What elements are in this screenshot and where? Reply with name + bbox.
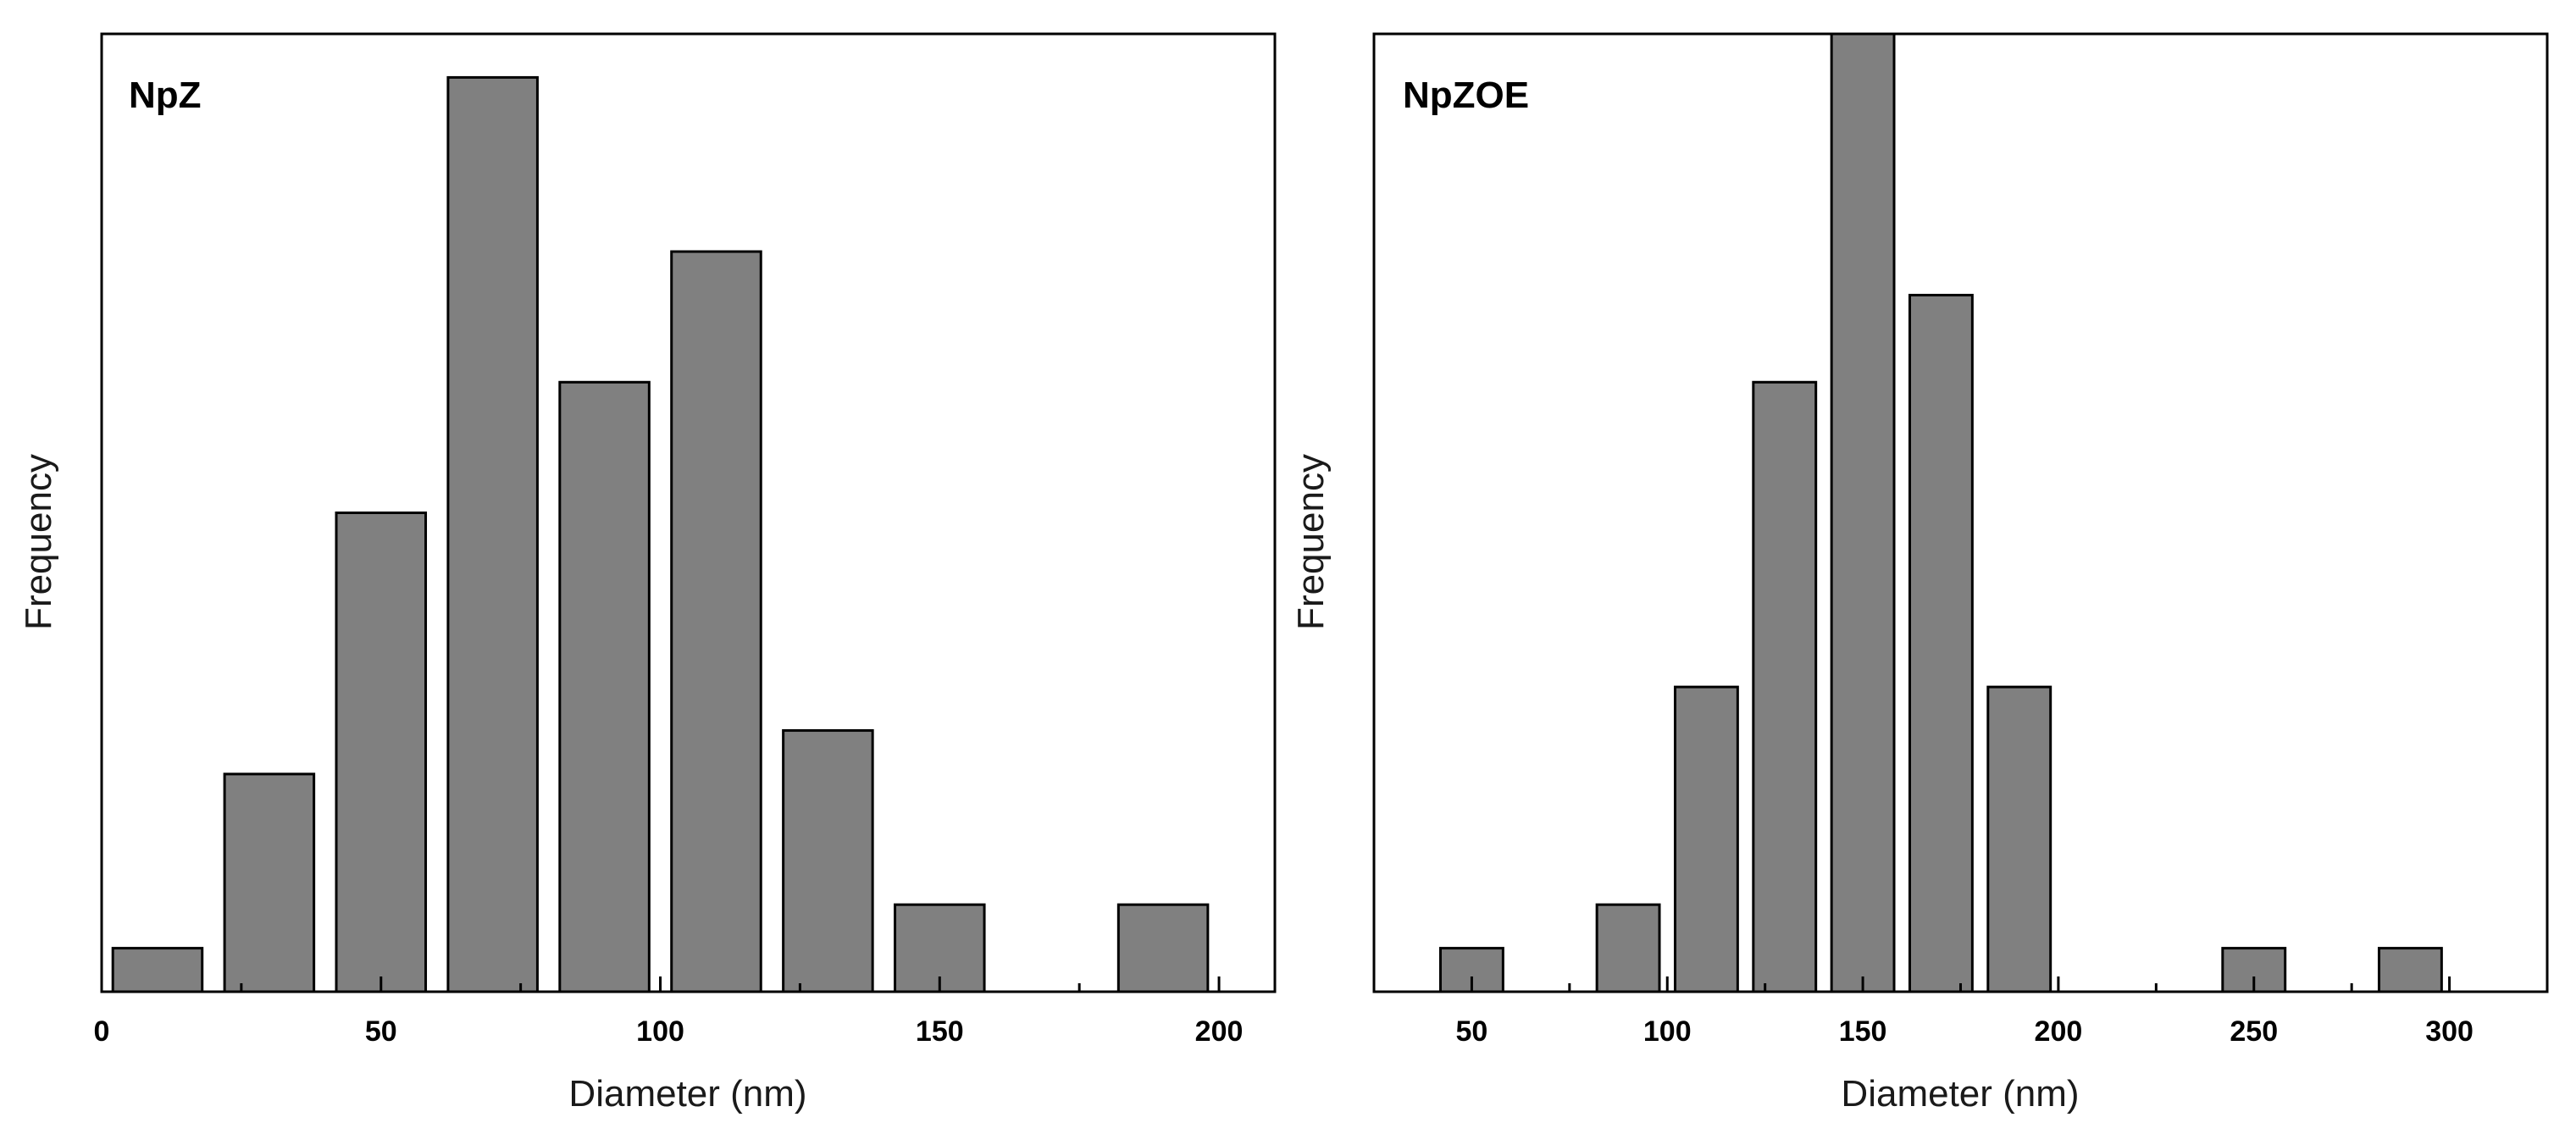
histogram-bar <box>1986 685 2052 993</box>
histogram-bar <box>782 729 874 993</box>
x-tick-label: 100 <box>1643 1015 1692 1048</box>
x-tick-label: 300 <box>2425 1015 2474 1048</box>
x-tick-label: 200 <box>2035 1015 2083 1048</box>
x-tick-label: 150 <box>916 1015 964 1048</box>
histogram-bar <box>1116 903 1210 993</box>
tick-group: 50 100 150 200 250 300 <box>1456 976 2474 1048</box>
x-tick-label: 50 <box>365 1015 397 1048</box>
histogram-bar <box>558 380 651 993</box>
x-tick-label: 250 <box>2230 1015 2278 1048</box>
tick-group: 0 50 100 150 200 <box>94 976 1244 1048</box>
histogram-bar <box>1673 685 1739 993</box>
x-tick-label: 150 <box>1839 1015 1887 1048</box>
x-tick-label: 100 <box>636 1015 684 1048</box>
histogram-bar <box>223 772 316 993</box>
histogram-bar <box>1830 32 1896 993</box>
histogram-bar <box>2377 947 2443 993</box>
y-axis-title: Frequency <box>1290 454 1332 630</box>
histogram-bar <box>1595 903 1661 993</box>
x-tick-label: 50 <box>1456 1015 1488 1048</box>
histogram-bar <box>446 75 539 993</box>
histogram-bar <box>111 947 204 993</box>
histogram-bar <box>1908 293 1974 993</box>
histogram-bar <box>1752 380 1818 993</box>
panel-title: NpZOE <box>1403 75 1529 116</box>
x-tick-label: 200 <box>1195 1015 1244 1048</box>
panel-title: NpZ <box>129 75 202 116</box>
chart-panel-npz: NpZ Frequency Diameter (nm) 0 50 100 150 200 <box>18 32 1277 1115</box>
bar-group <box>111 75 1210 993</box>
histogram-bar <box>335 512 428 993</box>
bar-group <box>1438 32 2443 993</box>
x-axis-title: Diameter (nm) <box>1841 1073 2079 1115</box>
x-axis-title: Diameter (nm) <box>568 1073 806 1115</box>
histogram-bar <box>670 250 762 993</box>
chart-panel-npzoe: NpZOE Frequency Diameter (nm) 50 100 150 20… <box>1290 32 2549 1115</box>
y-axis-title: Frequency <box>18 454 59 630</box>
x-tick-label: 0 <box>94 1015 110 1048</box>
